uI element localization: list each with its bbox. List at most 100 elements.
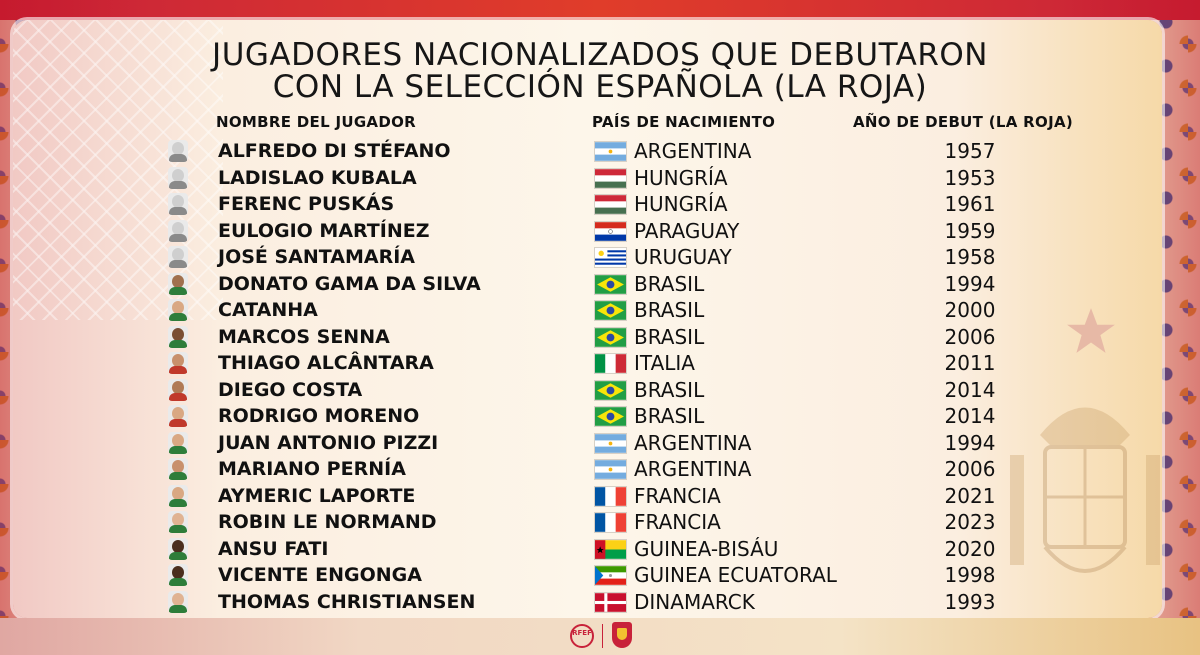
table-row: THIAGO ALCÂNTARA ITALIA 2011	[0, 350, 1200, 377]
debut-year: 2011	[944, 351, 996, 375]
table-row: RODRIGO MORENO BRASIL 2014	[0, 403, 1200, 430]
player-name: ALFREDO DI STÉFANO	[218, 140, 451, 162]
content-panel	[13, 20, 1162, 618]
birth-country: BRASIL	[634, 404, 705, 428]
table-row: EULOGIO MARTÍNEZ PARAGUAY 1959	[0, 218, 1200, 245]
player-name: MARCOS SENNA	[218, 325, 390, 348]
player-name: RODRIGO MORENO	[218, 405, 420, 427]
argentina-flag-icon	[595, 460, 626, 479]
birth-country: BRASIL	[634, 271, 705, 296]
title-line-2: CON LA SELECCIÓN ESPAÑOLA (LA ROJA)	[272, 69, 928, 105]
player-avatar	[168, 458, 188, 480]
uruguay-flag-icon	[595, 248, 626, 267]
debut-year: 2006	[944, 457, 996, 481]
player-avatar	[168, 431, 188, 454]
player-avatar	[168, 484, 188, 507]
table-row: ALFREDO DI STÉFANO ARGENTINA 1957	[0, 138, 1200, 165]
title-line-1: JUGADORES NACIONALIZADOS QUE DEBUTARON	[212, 37, 988, 73]
birth-country: ARGENTINA	[634, 139, 752, 163]
table-row: AYMERIC LAPORTE FRANCIA 2021	[0, 483, 1200, 510]
debut-year: 2014	[944, 377, 996, 402]
table-row: JUAN ANTONIO PIZZI ARGENTINA 1994	[0, 430, 1200, 457]
player-avatar	[168, 325, 188, 348]
hungary-flag-icon	[595, 195, 626, 214]
player-avatar	[168, 405, 188, 427]
debut-year: 1953	[944, 165, 996, 190]
birth-country: ITALIA	[634, 351, 695, 375]
birth-country: GUINEA-BISÁU	[634, 536, 779, 561]
player-avatar	[168, 590, 188, 613]
player-avatar	[168, 272, 188, 295]
debut-year: 1994	[944, 430, 996, 455]
player-avatar	[168, 511, 188, 533]
hungary-flag-icon	[595, 168, 626, 188]
debut-year: 1961	[944, 192, 996, 216]
player-name: MARIANO PERNÍA	[218, 458, 406, 480]
player-avatar	[168, 193, 188, 215]
player-avatar	[168, 166, 188, 189]
header-year: AÑO DE DEBUT (LA ROJA)	[853, 113, 1074, 131]
spain-crest-icon	[1010, 407, 1160, 573]
birth-country: HUNGRÍA	[634, 192, 728, 216]
player-name: LADISLAO KUBALA	[218, 166, 417, 189]
birth-country: BRASIL	[634, 377, 705, 402]
table-row: DIEGO COSTA BRASIL 2014	[0, 377, 1200, 404]
argentina-flag-icon	[595, 433, 626, 453]
debut-year: 1957	[944, 139, 996, 163]
player-name: VICENTE ENGONGA	[218, 564, 422, 586]
birth-country: PARAGUAY	[634, 218, 740, 243]
player-avatar	[168, 246, 188, 268]
france-flag-icon	[595, 486, 626, 506]
equatorial-guinea-flag-icon	[595, 566, 626, 585]
player-name: CATANHA	[218, 299, 318, 321]
table-row: DONATO GAMA DA SILVA BRASIL 1994	[0, 271, 1200, 298]
star-icon	[1067, 308, 1115, 353]
debut-year: 1959	[944, 218, 996, 243]
player-avatar	[168, 378, 188, 401]
birth-country: BRASIL	[634, 298, 705, 322]
brazil-flag-icon	[595, 327, 626, 347]
debut-year: 2000	[944, 298, 996, 322]
player-name: JOSÉ SANTAMARÍA	[218, 246, 415, 268]
player-avatar	[168, 537, 188, 560]
player-name: THIAGO ALCÂNTARA	[218, 352, 434, 374]
debut-year: 1994	[944, 271, 996, 296]
birth-country: URUGUAY	[634, 245, 732, 269]
birth-country: GUINEA ECUATORAL	[634, 563, 837, 587]
player-name: ROBIN LE NORMAND	[218, 511, 437, 533]
debut-year: 2014	[944, 404, 996, 428]
birth-country: FRANCIA	[634, 483, 721, 508]
debut-year: 2020	[944, 536, 996, 561]
player-avatar	[168, 352, 188, 374]
guinea-bissau-flag-icon	[595, 539, 626, 559]
denmark-flag-icon	[595, 592, 626, 612]
player-name: EULOGIO MARTÍNEZ	[218, 219, 430, 242]
france-flag-icon	[595, 513, 626, 532]
brazil-flag-icon	[595, 301, 626, 320]
debut-year: 2023	[944, 510, 996, 534]
rfef-logo-text: RFEF	[572, 629, 592, 637]
birth-country: FRANCIA	[634, 510, 721, 534]
player-name: DIEGO COSTA	[218, 378, 363, 401]
player-name: THOMAS CHRISTIANSEN	[218, 590, 476, 613]
player-name: DONATO GAMA DA SILVA	[218, 272, 481, 295]
birth-country: ARGENTINA	[634, 457, 752, 481]
debut-year: 1993	[944, 589, 996, 614]
table-row: ANSU FATI GUINEA-BISÁU 2020	[0, 536, 1200, 563]
table-row: LADISLAO KUBALA HUNGRÍA 1953	[0, 165, 1200, 192]
bottom-bar	[0, 618, 1200, 655]
player-name: AYMERIC LAPORTE	[218, 484, 416, 507]
table-row: ROBIN LE NORMAND FRANCIA 2023	[0, 509, 1200, 536]
rfef-logo: RFEF	[570, 624, 594, 648]
brazil-flag-icon	[595, 407, 626, 426]
header-country: PAÍS DE NACIMIENTO	[592, 113, 776, 131]
paraguay-flag-icon	[595, 221, 626, 241]
player-avatar	[168, 219, 188, 242]
table-row: THOMAS CHRISTIANSEN DINAMARCK 1993	[0, 589, 1200, 616]
debut-year: 2006	[944, 324, 996, 349]
brazil-flag-icon	[595, 274, 626, 294]
debut-year: 2021	[944, 483, 996, 508]
table-row: JOSÉ SANTAMARÍA URUGUAY 1958	[0, 244, 1200, 271]
player-avatar	[168, 564, 188, 586]
table-row: VICENTE ENGONGA GUINEA ECUATORAL 1998	[0, 562, 1200, 589]
